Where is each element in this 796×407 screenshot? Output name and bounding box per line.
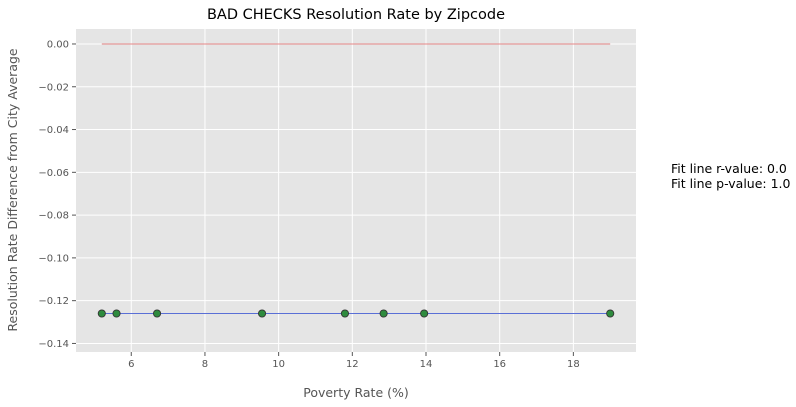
data-point [97,309,106,318]
y-tick-label: −0.04 [38,125,69,136]
y-tick-label: −0.10 [38,253,69,264]
x-axis-ticks: 6 8 10 12 14 16 18 [128,352,580,370]
data-point [606,309,615,318]
fit-stats-annotation: Fit line r-value: 0.0 Fit line p-value: … [671,161,790,191]
data-point [153,309,162,318]
r-value-text: Fit line r-value: 0.0 [671,161,787,176]
data-points [97,309,615,318]
plot-area [76,29,636,352]
x-tick-label: 18 [567,359,580,370]
x-tick-label: 10 [272,359,285,370]
y-axis-label: Resolution Rate Difference from City Ave… [5,48,20,332]
x-tick-label: 14 [420,359,433,370]
grid-lines [76,29,636,352]
data-point [258,309,267,318]
p-value-text: Fit line p-value: 1.0 [671,176,791,191]
y-tick-label: −0.12 [38,296,69,307]
data-point [420,309,429,318]
data-point [379,309,388,318]
x-axis-label: Poverty Rate (%) [303,385,409,400]
x-tick-label: 8 [202,359,208,370]
x-tick-label: 16 [493,359,506,370]
y-tick-label: 0.00 [47,39,69,50]
data-point [112,309,121,318]
y-tick-label: −0.08 [38,211,69,222]
y-axis-ticks: 0.00 −0.02 −0.04 −0.06 −0.08 −0.10 −0.12 −0.14 [38,39,76,350]
y-tick-label: −0.02 [38,82,69,93]
y-tick-label: −0.06 [38,168,69,179]
x-tick-label: 6 [128,359,134,370]
chart-title: BAD CHECKS Resolution Rate by Zipcode [207,7,505,23]
y-tick-label: −0.14 [38,339,69,350]
data-point [340,309,349,318]
x-tick-label: 12 [346,359,359,370]
